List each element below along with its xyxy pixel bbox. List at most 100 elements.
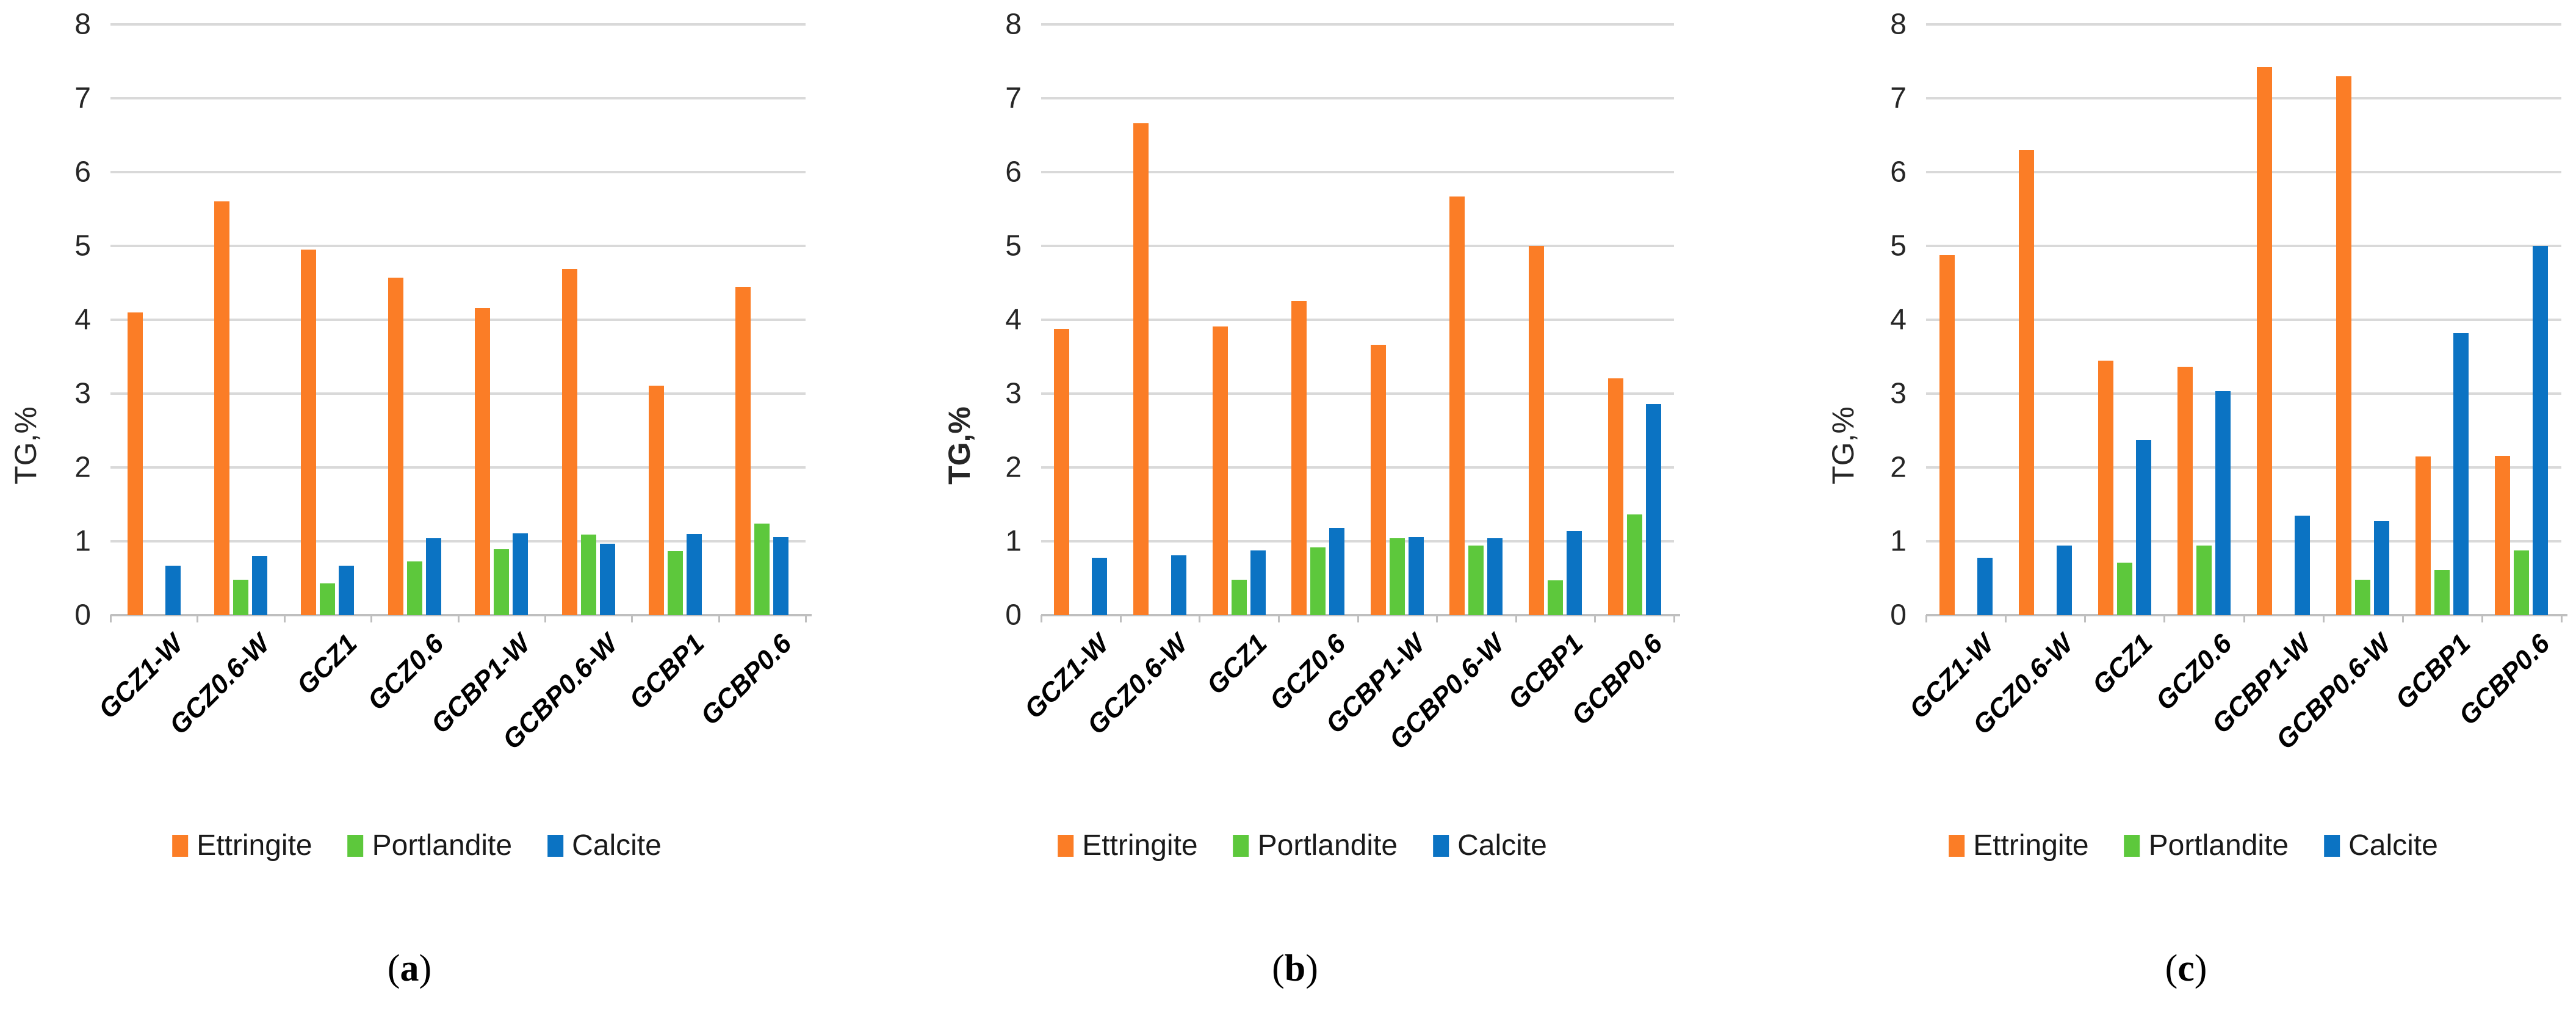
gridline bbox=[110, 171, 806, 173]
x-axis-category-label: GCZ1 bbox=[290, 629, 363, 701]
bar-calcite-gcz0.6 bbox=[1329, 528, 1345, 615]
y-axis-tick-label: 4 bbox=[74, 303, 91, 336]
bar-portlandite-gcz0.6 bbox=[1310, 547, 1326, 615]
y-axis-tick-label: 1 bbox=[74, 525, 91, 558]
y-axis-tick-label: 3 bbox=[74, 377, 91, 410]
caption-paren-close: ) bbox=[1305, 948, 1318, 989]
bar-calcite-gcz0.6 bbox=[425, 538, 441, 615]
bar-portlandite-gcbp1 bbox=[667, 550, 683, 615]
bar-portlandite-gcz0.6-w bbox=[233, 579, 249, 615]
x-axis-category-label: GCBP1 bbox=[624, 629, 710, 715]
x-axis-category-label: GCZ0.6 bbox=[362, 629, 450, 716]
y-axis-tick-label: 7 bbox=[74, 82, 91, 115]
bar-ettringite-gcz0.6-w bbox=[1133, 123, 1149, 615]
x-axis-tick bbox=[1119, 615, 1122, 622]
x-axis-tick bbox=[2322, 615, 2325, 622]
legend-swatch-ettringite bbox=[1949, 834, 1965, 857]
x-axis-category-label: GCZ1 bbox=[1200, 629, 1273, 701]
y-axis-tick-label: 1 bbox=[1005, 525, 1022, 558]
legend-item-calcite: Calcite bbox=[1433, 829, 1547, 862]
legend: Ettringite Portlandite Calcite bbox=[1949, 829, 2438, 862]
x-axis-category-label: GCBP0.6 bbox=[695, 629, 798, 731]
bar-calcite-gcbp1 bbox=[1567, 531, 1582, 615]
legend-swatch-calcite bbox=[2324, 834, 2340, 857]
y-axis-tick-label: 4 bbox=[1890, 303, 1907, 336]
y-axis-tick-label: 0 bbox=[1890, 599, 1907, 632]
chart-panel-a: TG,% 0 1 2 3 4 5 6 7 8 GCZ1-W GCZ0.6-W GCZ1 GCZ0.6 GC… bbox=[0, 0, 867, 1013]
bar-portlandite-gcz1 bbox=[2116, 563, 2132, 615]
bar-ettringite-gcbp1-w bbox=[2257, 67, 2273, 615]
bar-ettringite-gcz1-w bbox=[127, 312, 143, 615]
legend-item-calcite: Calcite bbox=[2324, 829, 2438, 862]
bar-ettringite-gcz1 bbox=[2098, 360, 2113, 615]
x-axis-tick bbox=[1041, 615, 1042, 622]
y-axis-tick-label: 5 bbox=[1890, 229, 1907, 262]
legend-swatch-portlandite bbox=[347, 834, 364, 857]
bar-ettringite-gcbp0.6-w bbox=[561, 269, 577, 615]
caption-paren-close: ) bbox=[419, 948, 432, 989]
bar-ettringite-gcbp1 bbox=[648, 385, 664, 615]
plot-area: 0 1 2 3 4 5 6 7 8 GCZ1-W GCZ0.6-W GCZ1 GCZ0.6 GCBP1-W… bbox=[1733, 0, 2576, 1013]
bar-calcite-gcz1-w bbox=[1092, 557, 1108, 615]
gridline bbox=[1926, 540, 2561, 543]
legend-label: Portlandite bbox=[1257, 829, 1398, 862]
bar-calcite-gcbp0.6 bbox=[2533, 246, 2549, 615]
bar-portlandite-gcbp1 bbox=[1548, 580, 1564, 615]
x-axis-tick bbox=[1673, 615, 1675, 622]
y-axis-tick-label: 0 bbox=[1005, 599, 1022, 632]
bar-calcite-gcbp1 bbox=[2453, 333, 2469, 615]
gridline bbox=[110, 392, 806, 395]
bar-calcite-gcbp1-w bbox=[2295, 515, 2311, 615]
legend-label: Calcite bbox=[572, 829, 662, 862]
bar-portlandite-gcbp0.6 bbox=[2514, 550, 2530, 615]
caption-paren-open: ( bbox=[387, 948, 400, 989]
gridline bbox=[1041, 466, 1674, 469]
legend-item-ettringite: Ettringite bbox=[1058, 829, 1198, 862]
gridline bbox=[1926, 23, 2561, 26]
bar-ettringite-gcbp0.6 bbox=[2495, 455, 2511, 615]
gridline bbox=[1041, 245, 1674, 247]
bar-portlandite-gcbp0.6 bbox=[754, 523, 770, 615]
x-axis-tick bbox=[2163, 615, 2166, 622]
bar-portlandite-gcbp0.6-w bbox=[580, 535, 596, 615]
bar-ettringite-gcbp1-w bbox=[475, 308, 491, 615]
y-axis-tick-label: 6 bbox=[1005, 156, 1022, 189]
x-axis-tick bbox=[1199, 615, 1201, 622]
chart-panel-c: TG,% 0 1 2 3 4 5 6 7 8 GCZ1-W GCZ0.6-W GCZ1 GCZ0.6 GC… bbox=[1733, 0, 2576, 1013]
bar-ettringite-gcz0.6-w bbox=[2018, 150, 2034, 615]
y-axis-tick-label: 2 bbox=[74, 451, 91, 484]
legend-label: Ettringite bbox=[1973, 829, 2089, 862]
legend-swatch-portlandite bbox=[1233, 834, 1249, 857]
bar-ettringite-gcbp0.6-w bbox=[1449, 196, 1465, 615]
legend-item-portlandite: Portlandite bbox=[1233, 829, 1398, 862]
x-axis-tick bbox=[1925, 615, 1927, 622]
x-axis-line bbox=[1926, 614, 2567, 616]
gridline bbox=[110, 319, 806, 321]
x-axis-tick bbox=[2084, 615, 2087, 622]
y-axis-tick-label: 3 bbox=[1005, 377, 1022, 410]
legend-label: Portlandite bbox=[2148, 829, 2289, 862]
bar-ettringite-gcz1-w bbox=[1939, 254, 1955, 615]
bar-portlandite-gcbp1-w bbox=[1389, 538, 1405, 615]
legend-item-ettringite: Ettringite bbox=[172, 829, 312, 862]
legend-item-portlandite: Portlandite bbox=[2124, 829, 2289, 862]
x-axis-tick bbox=[1515, 615, 1517, 622]
chart-caption: (a) bbox=[388, 947, 431, 990]
bar-ettringite-gcbp0.6 bbox=[1607, 378, 1623, 615]
x-axis-tick bbox=[110, 615, 112, 622]
y-axis-tick-label: 5 bbox=[1005, 229, 1022, 262]
bar-calcite-gcbp0.6-w bbox=[1487, 538, 1503, 615]
y-axis-tick-label: 6 bbox=[74, 156, 91, 189]
bar-portlandite-gcz1 bbox=[320, 583, 336, 615]
bar-ettringite-gcz1 bbox=[1212, 326, 1228, 615]
bar-calcite-gcz1 bbox=[339, 565, 355, 615]
bar-ettringite-gcz1-w bbox=[1054, 328, 1070, 615]
gridline bbox=[1926, 392, 2561, 395]
bar-calcite-gcz0.6-w bbox=[1171, 555, 1186, 615]
gridline bbox=[1041, 97, 1674, 99]
legend-swatch-calcite bbox=[547, 834, 564, 857]
x-axis-tick bbox=[457, 615, 460, 622]
legend-item-calcite: Calcite bbox=[547, 829, 662, 862]
y-axis-tick-label: 8 bbox=[74, 8, 91, 41]
x-axis-tick bbox=[2561, 615, 2563, 622]
